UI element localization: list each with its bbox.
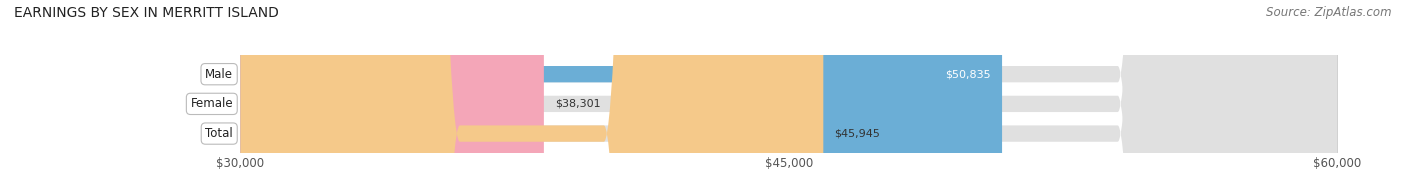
FancyBboxPatch shape [240,0,544,196]
Text: $50,835: $50,835 [945,69,991,79]
FancyBboxPatch shape [240,0,1337,196]
FancyBboxPatch shape [240,0,1337,196]
FancyBboxPatch shape [240,0,1337,196]
Text: Male: Male [205,68,233,81]
FancyBboxPatch shape [240,0,824,196]
Text: Female: Female [190,97,233,110]
Text: $45,945: $45,945 [834,129,880,139]
Text: $38,301: $38,301 [555,99,600,109]
Text: Source: ZipAtlas.com: Source: ZipAtlas.com [1267,6,1392,19]
FancyBboxPatch shape [240,0,1002,196]
Text: EARNINGS BY SEX IN MERRITT ISLAND: EARNINGS BY SEX IN MERRITT ISLAND [14,6,278,20]
Text: Total: Total [205,127,233,140]
